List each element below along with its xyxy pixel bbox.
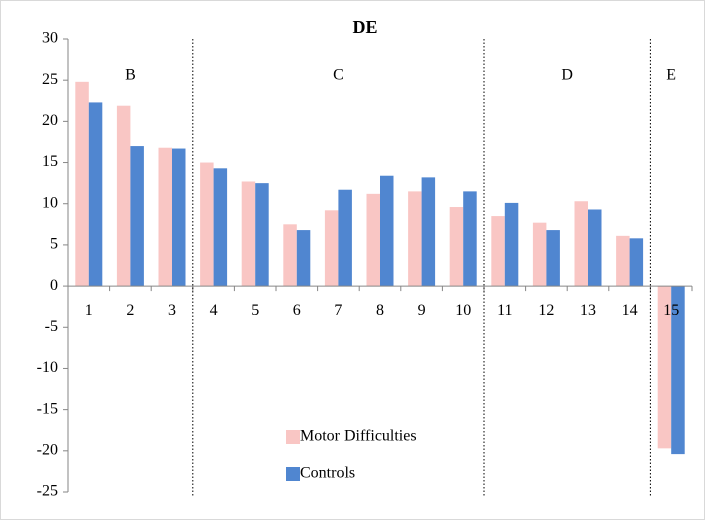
bar: [629, 238, 644, 287]
bar: [241, 181, 256, 287]
x-tick-label: 7: [334, 302, 342, 319]
group-label: D: [561, 67, 573, 84]
bar: [75, 81, 89, 287]
bar: [380, 175, 394, 287]
bar: [324, 210, 339, 287]
x-tick-label: 14: [622, 302, 638, 319]
y-tick-label: 20: [42, 112, 58, 129]
bar: [130, 146, 144, 287]
x-tick-label: 2: [126, 302, 134, 319]
y-tick-label: 15: [42, 153, 58, 170]
x-tick-label: 13: [580, 302, 596, 319]
bar: [657, 286, 672, 449]
bar: [616, 235, 630, 287]
bar: [408, 191, 422, 287]
x-tick-label: 3: [168, 302, 176, 319]
y-tick-label: -10: [37, 359, 58, 376]
x-tick-label: 1: [85, 302, 93, 319]
y-tick-label: -25: [37, 483, 58, 500]
bar: [546, 230, 560, 287]
x-tick-label: 8: [376, 302, 384, 319]
x-tick-label: 10: [455, 302, 471, 319]
group-label: E: [666, 67, 676, 84]
bar: [88, 102, 103, 287]
bar: [421, 177, 436, 287]
bar: [463, 191, 477, 287]
bar: [671, 286, 685, 455]
y-tick-label: -5: [45, 318, 58, 335]
y-tick-label: 30: [42, 30, 58, 47]
chart-title: DE: [352, 17, 377, 37]
bar: [172, 148, 186, 287]
x-tick-label: 15: [663, 302, 679, 319]
bar: [296, 230, 311, 287]
y-tick-label: 5: [50, 236, 58, 253]
bar: [504, 202, 519, 287]
y-tick-label: -20: [37, 441, 58, 458]
legend-label: Controls: [300, 465, 355, 482]
y-tick-label: 25: [42, 71, 58, 88]
group-label: C: [333, 67, 344, 84]
x-tick-label: 4: [210, 302, 218, 319]
legend-swatch: [286, 430, 300, 444]
bar: [116, 105, 131, 287]
bar: [255, 183, 269, 287]
x-tick-label: 6: [293, 302, 301, 319]
y-tick-label: 10: [42, 194, 58, 211]
bar: [574, 201, 588, 287]
x-tick-label: 12: [538, 302, 554, 319]
bar: [200, 162, 214, 287]
y-tick-label: -15: [37, 400, 58, 417]
x-tick-label: 9: [418, 302, 426, 319]
bar: [283, 224, 297, 287]
bar: [213, 168, 228, 287]
x-tick-label: 5: [251, 302, 259, 319]
x-tick-label: 11: [497, 302, 512, 319]
bar: [588, 209, 602, 287]
bar: [338, 189, 352, 287]
bar: [532, 222, 547, 287]
bar: [491, 216, 505, 287]
bar: [158, 147, 172, 287]
bar: [449, 207, 464, 287]
legend-swatch: [286, 467, 300, 481]
bar: [366, 193, 380, 287]
group-label: B: [125, 67, 136, 84]
legend-label: Motor Difficulties: [300, 428, 417, 445]
y-tick-label: 0: [50, 277, 58, 294]
